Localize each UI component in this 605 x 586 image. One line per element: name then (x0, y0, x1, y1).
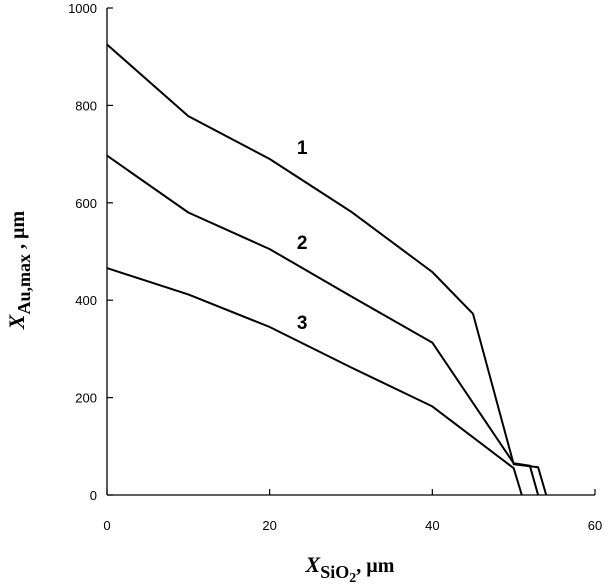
x-tick-label: 0 (103, 518, 110, 533)
axes (106, 8, 595, 496)
y-tick-label: 1000 (68, 1, 97, 16)
ticks: 0 200 400 600 800 1000 0 20 40 60 (68, 1, 602, 533)
series-label-3: 3 (297, 313, 308, 334)
x-axis-title: XSiO2, µm (305, 552, 395, 586)
y-axis-title-var: X (4, 313, 29, 330)
y-tick-label: 400 (75, 293, 97, 308)
x-axis-title-var: X (305, 552, 322, 577)
x-tick-label: 40 (425, 518, 439, 533)
series-line-1 (106, 43, 548, 496)
series-labels: 1 2 3 (297, 138, 308, 334)
series-label-1: 1 (297, 138, 308, 159)
y-tick-label: 800 (75, 98, 97, 113)
x-tick-label: 20 (262, 518, 276, 533)
series-label-2: 2 (297, 233, 308, 254)
x-axis-title-sub: SiO (320, 562, 349, 582)
series-lines (106, 43, 548, 496)
y-tick-label: 600 (75, 196, 97, 211)
series-line-2 (106, 154, 540, 496)
x-axis-title-unit: , µm (356, 555, 395, 577)
y-axis-title: XAu,max , µm (4, 210, 34, 330)
y-axis-title-sub: Au,max (14, 254, 34, 315)
y-tick-label: 200 (75, 391, 97, 406)
y-axis-title-unit: , µm (7, 210, 29, 254)
y-tick-label: 0 (90, 488, 97, 503)
series-line-3 (106, 267, 523, 496)
x-tick-label: 60 (588, 518, 602, 533)
x-axis-title-sub-digit: 2 (349, 571, 356, 586)
